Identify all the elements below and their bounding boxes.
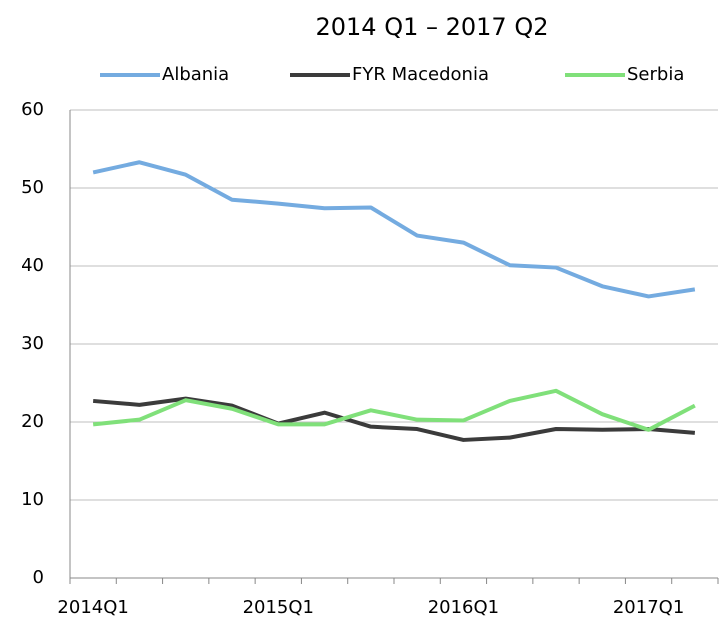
- y-tick-label: 60: [21, 99, 44, 120]
- y-tick-label: 0: [33, 567, 44, 588]
- line-series: [92, 160, 696, 299]
- legend-label: Serbia: [627, 64, 684, 85]
- x-tick-label: 2015Q1: [243, 597, 314, 618]
- y-tick-label: 50: [21, 177, 44, 198]
- y-tick-label: 20: [21, 411, 44, 432]
- chart-title: 2014 Q1 – 2017 Q2: [316, 13, 549, 41]
- y-tick-label: 40: [21, 255, 44, 276]
- legend-label: Albania: [162, 64, 229, 85]
- legend-label: FYR Macedonia: [352, 64, 489, 85]
- y-tick-label: 30: [21, 333, 44, 354]
- x-tick-label: 2014Q1: [57, 597, 128, 618]
- x-tick-label: 2016Q1: [428, 597, 499, 618]
- line-series: [92, 388, 696, 432]
- x-tick-label: 2017Q1: [613, 597, 684, 618]
- y-tick-label: 10: [21, 489, 44, 510]
- line-series: [92, 396, 696, 442]
